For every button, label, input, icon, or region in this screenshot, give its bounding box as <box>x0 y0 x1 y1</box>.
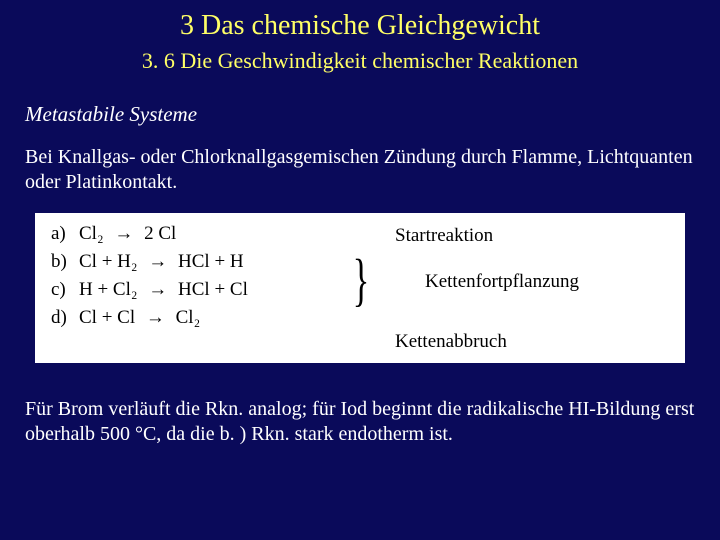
reaction-equation: Cl + H₂ → HCl + H <box>79 251 339 273</box>
reaction-label: c) <box>51 279 79 301</box>
reaction-equation: Cl + Cl → Cl₂ <box>79 307 339 329</box>
reaction-equation: H + Cl₂ → HCl + Cl <box>79 279 339 301</box>
reaction-rhs: HCl + Cl <box>178 279 248 300</box>
reaction-description-start: Startreaktion <box>395 225 493 247</box>
reaction-label: a) <box>51 223 79 245</box>
reaction-equation: Cl₂ → 2 Cl <box>79 223 339 245</box>
reaction-row: a) Cl₂ → 2 Cl <box>51 223 669 245</box>
footer-paragraph: Für Brom verläuft die Rkn. analog; für I… <box>25 397 695 447</box>
arrow-icon: → <box>142 251 173 272</box>
arrow-icon: → <box>140 307 171 328</box>
slide-subtitle: 3. 6 Die Geschwindigkeit chemischer Reak… <box>0 42 720 74</box>
reaction-panel: a) Cl₂ → 2 Cl b) Cl + H₂ → HCl + H c) H … <box>35 213 685 363</box>
reaction-description-break: Kettenabbruch <box>395 331 507 353</box>
section-label: Metastabile Systeme <box>25 102 720 127</box>
reaction-rhs: 2 Cl <box>144 223 176 244</box>
reaction-label: b) <box>51 251 79 273</box>
reaction-lhs: Cl₂ <box>79 223 104 244</box>
reaction-rhs: HCl + H <box>178 251 244 272</box>
reaction-lhs: Cl + H₂ <box>79 251 138 272</box>
reaction-lhs: H + Cl₂ <box>79 279 138 300</box>
reaction-description-chain: Kettenfortpflanzung <box>425 271 579 293</box>
reaction-label: d) <box>51 307 79 329</box>
reaction-rhs: Cl₂ <box>176 307 201 328</box>
brace-icon: } <box>353 251 370 309</box>
slide-title: 3 Das chemische Gleichgewicht <box>0 0 720 42</box>
arrow-icon: → <box>142 279 173 300</box>
intro-paragraph: Bei Knallgas- oder Chlorknallgasgemische… <box>25 145 695 195</box>
reaction-lhs: Cl + Cl <box>79 307 135 328</box>
arrow-icon: → <box>108 223 139 244</box>
